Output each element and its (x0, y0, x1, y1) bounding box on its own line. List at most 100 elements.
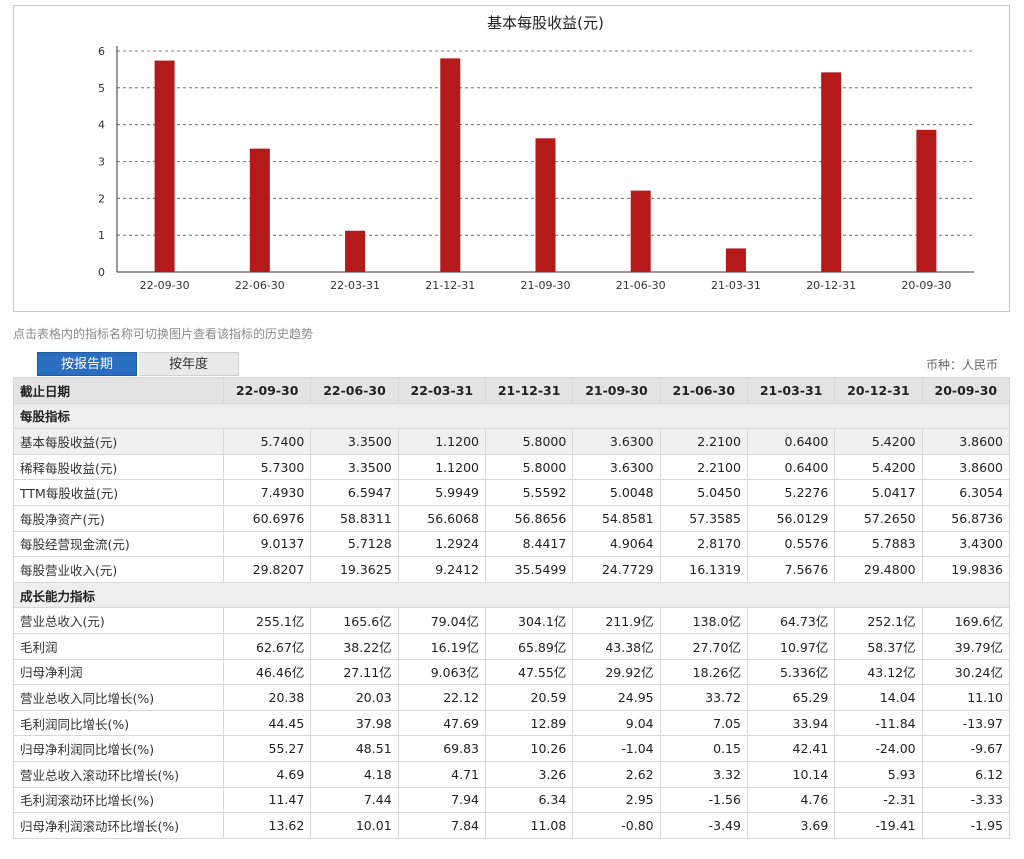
table-cell: 62.67亿 (222, 632, 312, 660)
table-cell: 4.71 (397, 760, 486, 788)
header-date: 21-12-31 (484, 377, 574, 404)
table-cell: 4.76 (746, 786, 836, 814)
table-cell: 7.94 (397, 786, 486, 814)
indicator-name-link[interactable]: 稀释每股收益(元) (13, 453, 224, 481)
table-row: 每股营业收入(元) 29.8207 19.3625 9.2412 35.5499 24.7… (13, 556, 1011, 583)
table-cell: -19.41 (834, 812, 923, 839)
section-title: 成长能力指标 (13, 581, 1010, 609)
table-cell: 5.4200 (834, 428, 923, 455)
table-row: 毛利润同比增长(%) 44.45 37.98 47.69 12.89 9.04 7.05 33… (13, 709, 1011, 737)
indicator-name-link[interactable]: 营业总收入(元) (13, 607, 224, 634)
table-cell: 2.8170 (659, 530, 748, 558)
table-cell: 57.2650 (834, 504, 923, 532)
table-cell: 5.9949 (397, 479, 486, 506)
table-cell: 9.04 (572, 709, 661, 737)
table-cell: 6.34 (484, 786, 574, 814)
table-cell: 5.7400 (222, 428, 312, 455)
indicator-name-link[interactable]: 归母净利润滚动环比增长(%) (13, 812, 224, 839)
table-cell: 20.38 (222, 684, 312, 711)
indicator-name-link[interactable]: 每股净资产(元) (13, 504, 224, 532)
table-cell: 4.9064 (572, 530, 661, 558)
table-cell: 27.70亿 (659, 632, 748, 660)
bar (535, 138, 556, 272)
table-cell: 39.79亿 (921, 632, 1011, 660)
table-cell: 9.2412 (397, 556, 486, 583)
y-tick-label: 2 (98, 192, 105, 205)
bar (345, 230, 366, 272)
table-cell: 2.2100 (659, 453, 748, 481)
table-cell: 47.55亿 (484, 658, 574, 686)
table-cell: 5.8000 (484, 453, 574, 481)
table-cell: 304.1亿 (484, 607, 574, 634)
table-cell: 3.8600 (921, 453, 1011, 481)
bar (630, 190, 651, 272)
y-tick-label: 4 (98, 119, 105, 132)
table-cell: 57.3585 (659, 504, 748, 532)
table-cell: 24.95 (572, 684, 661, 711)
y-tick-label: 0 (98, 266, 105, 279)
table-cell: 56.6068 (397, 504, 486, 532)
table-cell: 54.8581 (572, 504, 661, 532)
table-cell: 56.8656 (484, 504, 574, 532)
indicator-name-link[interactable]: 基本每股收益(元) (13, 428, 224, 455)
indicator-name-link[interactable]: 归母净利润同比增长(%) (13, 735, 224, 762)
table-cell: 19.9836 (921, 556, 1011, 583)
x-tick-label: 22-06-30 (235, 279, 285, 292)
table-row: 归母净利润同比增长(%) 55.27 48.51 69.83 10.26 -1.04 0.1… (13, 735, 1011, 762)
table-cell: 11.08 (484, 812, 574, 839)
indicator-name-link[interactable]: 归母净利润 (13, 658, 224, 686)
table-cell: 56.8736 (921, 504, 1011, 532)
table-cell: -2.31 (834, 786, 923, 814)
table-cell: 5.0417 (834, 479, 923, 506)
table-cell: 16.19亿 (397, 632, 486, 660)
table-cell: 29.8207 (222, 556, 312, 583)
table-cell: 43.12亿 (834, 658, 923, 686)
table-cell: 20.59 (484, 684, 574, 711)
x-tick-label: 20-12-31 (806, 279, 856, 292)
chart-panel: 基本每股收益(元) 0 1 2 3 4 5 6 22-09-30 22-06-30 22-03-31… (13, 5, 1010, 312)
indicator-name-link[interactable]: 毛利润 (13, 632, 224, 660)
x-tick-label: 21-03-31 (711, 279, 761, 292)
indicator-name-link[interactable]: 每股经营现金流(元) (13, 530, 224, 558)
indicator-name-link[interactable]: TTM每股收益(元) (13, 479, 224, 506)
table-cell: 5.5592 (484, 479, 574, 506)
table-cell: 12.89 (484, 709, 574, 737)
indicator-name-link[interactable]: 毛利润滚动环比增长(%) (13, 786, 224, 814)
table-cell: 20.03 (310, 684, 399, 711)
table-cell: 255.1亿 (222, 607, 312, 634)
table-row: 营业总收入同比增长(%) 20.38 20.03 22.12 20.59 24.95 33.… (13, 684, 1011, 711)
table-cell: 5.4200 (834, 453, 923, 481)
indicator-name-link[interactable]: 毛利润同比增长(%) (13, 709, 224, 737)
table-row: 毛利润 62.67亿 38.22亿 16.19亿 65.89亿 43.38亿 27.70亿 1… (13, 632, 1011, 660)
table-cell: 64.73亿 (746, 607, 836, 634)
table-cell: 29.4800 (834, 556, 923, 583)
tab-by-report-period[interactable]: 按报告期 (37, 352, 137, 376)
table-cell: 5.336亿 (746, 658, 836, 686)
table-cell: 3.6300 (572, 428, 661, 455)
table-cell: 3.4300 (921, 530, 1011, 558)
header-date: 20-09-30 (921, 377, 1011, 404)
table-cell: 11.47 (222, 786, 312, 814)
hint-text: 点击表格内的指标名称可切换图片查看该指标的历史趋势 (13, 327, 314, 341)
table-row: 稀释每股收益(元) 5.7300 3.3500 1.1200 5.8000 3.6300 2… (13, 453, 1011, 481)
table-cell: 48.51 (310, 735, 399, 762)
header-date: 22-09-30 (222, 377, 312, 404)
table-row: 每股净资产(元) 60.6976 58.8311 56.6068 56.8656 54.8… (13, 504, 1011, 532)
table-cell: 7.4930 (222, 479, 312, 506)
table-cell: 0.6400 (746, 428, 836, 455)
table-cell: 8.4417 (484, 530, 574, 558)
header-date: 21-06-30 (659, 377, 748, 404)
indicator-name-link[interactable]: 营业总收入同比增长(%) (13, 684, 224, 711)
table-cell: 58.8311 (310, 504, 399, 532)
table-cell: 42.41 (746, 735, 836, 762)
table-cell: 47.69 (397, 709, 486, 737)
table-cell: 10.26 (484, 735, 574, 762)
table-cell: 165.6亿 (310, 607, 399, 634)
table-cell: 7.84 (397, 812, 486, 839)
period-tabs: 按报告期 按年度 (37, 352, 239, 376)
tab-by-year[interactable]: 按年度 (139, 352, 239, 376)
indicator-name-link[interactable]: 营业总收入滚动环比增长(%) (13, 760, 224, 788)
bar (725, 248, 746, 272)
indicator-name-link[interactable]: 每股营业收入(元) (13, 556, 224, 583)
table-cell: 6.3054 (921, 479, 1011, 506)
